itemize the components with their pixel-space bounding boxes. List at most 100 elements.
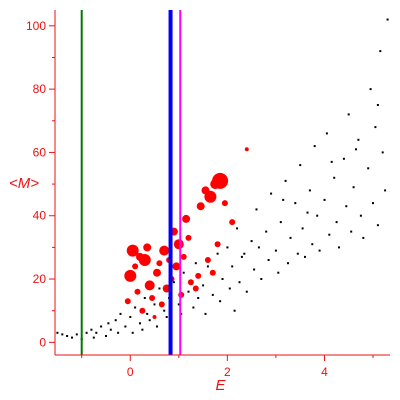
data-point — [282, 198, 285, 201]
data-point — [124, 325, 127, 328]
data-point — [107, 322, 110, 325]
data-point — [330, 160, 333, 163]
data-point — [100, 325, 103, 328]
data-point — [238, 281, 241, 284]
data-point — [180, 253, 187, 260]
data-point — [313, 145, 316, 148]
data-point — [92, 336, 95, 339]
data-point — [66, 335, 69, 337]
data-point — [126, 244, 139, 257]
data-point — [372, 202, 374, 205]
data-point — [231, 265, 234, 268]
data-point — [143, 297, 146, 299]
data-point — [206, 265, 209, 268]
data-point — [381, 151, 384, 154]
data-point — [153, 268, 161, 277]
data-point — [267, 259, 270, 261]
data-point — [229, 219, 236, 226]
data-point — [279, 221, 282, 224]
data-point — [146, 312, 149, 315]
data-point — [131, 331, 134, 334]
data-point — [274, 249, 277, 252]
data-point — [204, 257, 211, 263]
data-point — [379, 50, 382, 53]
data-point — [240, 255, 243, 258]
y-tick-label: 0 — [39, 335, 46, 349]
data-point — [182, 271, 185, 274]
data-point — [216, 252, 219, 255]
data-point — [156, 260, 163, 267]
data-point — [304, 255, 306, 258]
y-tick-label: 80 — [33, 82, 47, 96]
data-point — [134, 306, 137, 309]
data-point — [257, 246, 260, 249]
y-tick-label: 60 — [33, 145, 47, 159]
data-point — [90, 328, 93, 331]
data-point — [114, 319, 117, 322]
data-point — [287, 262, 289, 265]
data-point — [306, 211, 309, 214]
data-point — [243, 252, 246, 255]
data-point — [374, 126, 377, 129]
data-point — [173, 239, 184, 250]
data-point — [136, 252, 144, 261]
data-point — [196, 202, 205, 211]
data-point — [152, 315, 157, 319]
data-point — [156, 325, 158, 328]
data-point — [352, 186, 355, 189]
data-point — [187, 290, 190, 293]
data-point — [226, 246, 229, 249]
data-point — [210, 179, 221, 190]
data-point — [204, 312, 207, 315]
data-point — [359, 214, 362, 217]
vertical-lines — [80, 10, 182, 355]
data-point — [201, 186, 210, 195]
data-point — [139, 307, 146, 314]
data-point — [245, 290, 248, 293]
data-point — [61, 333, 64, 336]
data-point — [139, 322, 141, 325]
data-point — [284, 179, 287, 182]
x-tick-label: 0 — [127, 365, 134, 379]
data-point — [56, 331, 59, 334]
data-point — [202, 284, 205, 287]
data-point — [376, 104, 379, 106]
data-point — [132, 263, 139, 270]
data-point — [143, 243, 152, 252]
data-point — [367, 167, 370, 170]
data-point — [75, 333, 78, 336]
data-point — [149, 295, 156, 301]
data-point — [325, 132, 328, 135]
data-point — [109, 328, 112, 331]
data-point — [148, 319, 151, 322]
y-tick-label: 100 — [26, 19, 46, 33]
data-point — [192, 285, 199, 292]
data-point — [342, 157, 345, 160]
axes — [54, 10, 390, 356]
data-point — [250, 240, 253, 243]
data-point — [71, 336, 73, 339]
data-point — [296, 252, 299, 255]
data-point — [311, 243, 314, 246]
data-point — [369, 88, 372, 91]
x-axis-label: E — [215, 377, 226, 394]
data-point — [211, 293, 214, 296]
data-point — [163, 309, 166, 312]
data-point — [294, 202, 297, 205]
y-tick-label: 40 — [33, 209, 47, 223]
data-point — [386, 18, 389, 21]
data-point — [182, 214, 191, 223]
data-point — [253, 268, 256, 271]
data-point — [172, 262, 181, 271]
data-point — [105, 335, 107, 337]
data-point — [244, 147, 249, 152]
data-point — [209, 269, 216, 276]
data-point — [85, 331, 88, 334]
data-point — [357, 138, 360, 141]
data-point — [124, 269, 137, 282]
data-point — [228, 287, 231, 290]
data-point — [153, 303, 156, 306]
x-tick-label: 4 — [321, 365, 328, 379]
